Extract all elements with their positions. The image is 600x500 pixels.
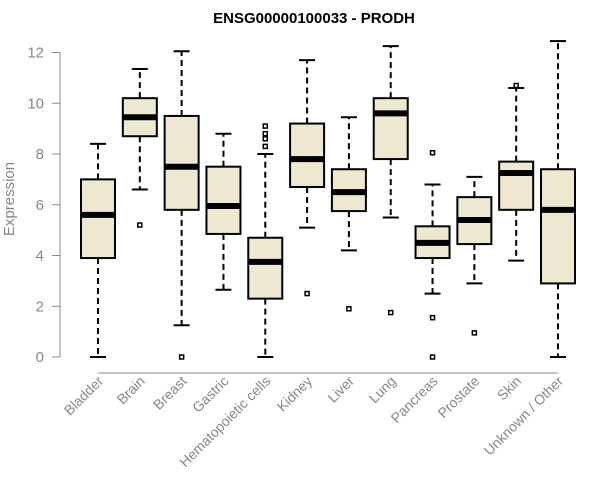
outlier-point (178, 354, 185, 360)
x-tick-label: Kidney (274, 373, 316, 415)
x-tick-label: Bladder (61, 373, 107, 419)
y-tick-label: 0 (36, 349, 44, 366)
box-unknown-other (540, 40, 576, 358)
box-lung (372, 45, 409, 316)
box-brain (121, 67, 158, 228)
box-kidney (289, 59, 326, 297)
y-axis-label: Expression (1, 162, 18, 236)
outlier-point (262, 123, 269, 129)
y-tick-label: 12 (27, 45, 44, 62)
x-tick-label: Breast (150, 373, 190, 413)
outlier-point (262, 143, 269, 150)
box-rect (163, 114, 200, 211)
box-gastric (205, 132, 242, 291)
box-prostate (456, 175, 493, 336)
box-bladder (80, 142, 116, 358)
x-tick-label: Unknown / Other (481, 373, 567, 459)
box-hematopoietic-cells (247, 123, 284, 358)
outlier-point (429, 314, 436, 321)
x-tick-label: Lung (366, 373, 399, 406)
outlier-point (429, 354, 436, 360)
box-rect (540, 168, 576, 285)
chart-title: ENSG00000100033 - PRODH (213, 10, 415, 27)
y-axis-ticks: 0 2 4 6 8 10 12 (27, 45, 60, 366)
outlier-point (429, 149, 436, 156)
y-tick-label: 6 (36, 197, 44, 214)
box-liver (330, 116, 367, 312)
outlier-point (137, 222, 143, 228)
y-tick-label: 8 (36, 146, 44, 163)
box-rect (498, 160, 535, 211)
box-rect (289, 122, 326, 188)
outlier-point (262, 136, 269, 142)
outlier-point (346, 306, 352, 312)
x-tick-label: Brain (114, 373, 148, 407)
outlier-point (513, 82, 519, 89)
x-tick-label: Skin (494, 373, 525, 404)
y-tick-label: 4 (36, 248, 44, 265)
outlier-point (471, 330, 478, 336)
outlier-point (387, 309, 394, 316)
box-rect (372, 97, 409, 161)
boxes-group (80, 40, 576, 360)
x-tick-label: Prostate (434, 373, 482, 421)
outlier-point (304, 290, 310, 297)
box-rect (205, 165, 242, 235)
box-rect (247, 236, 284, 300)
box-skin (498, 82, 535, 262)
x-tick-label: Liver (324, 373, 357, 406)
outlier-point (262, 130, 269, 137)
box-pancreas (414, 149, 451, 360)
y-tick-label: 10 (27, 95, 44, 112)
box-breast (163, 50, 200, 360)
y-tick-label: 2 (36, 298, 44, 315)
box-rect (80, 178, 116, 260)
